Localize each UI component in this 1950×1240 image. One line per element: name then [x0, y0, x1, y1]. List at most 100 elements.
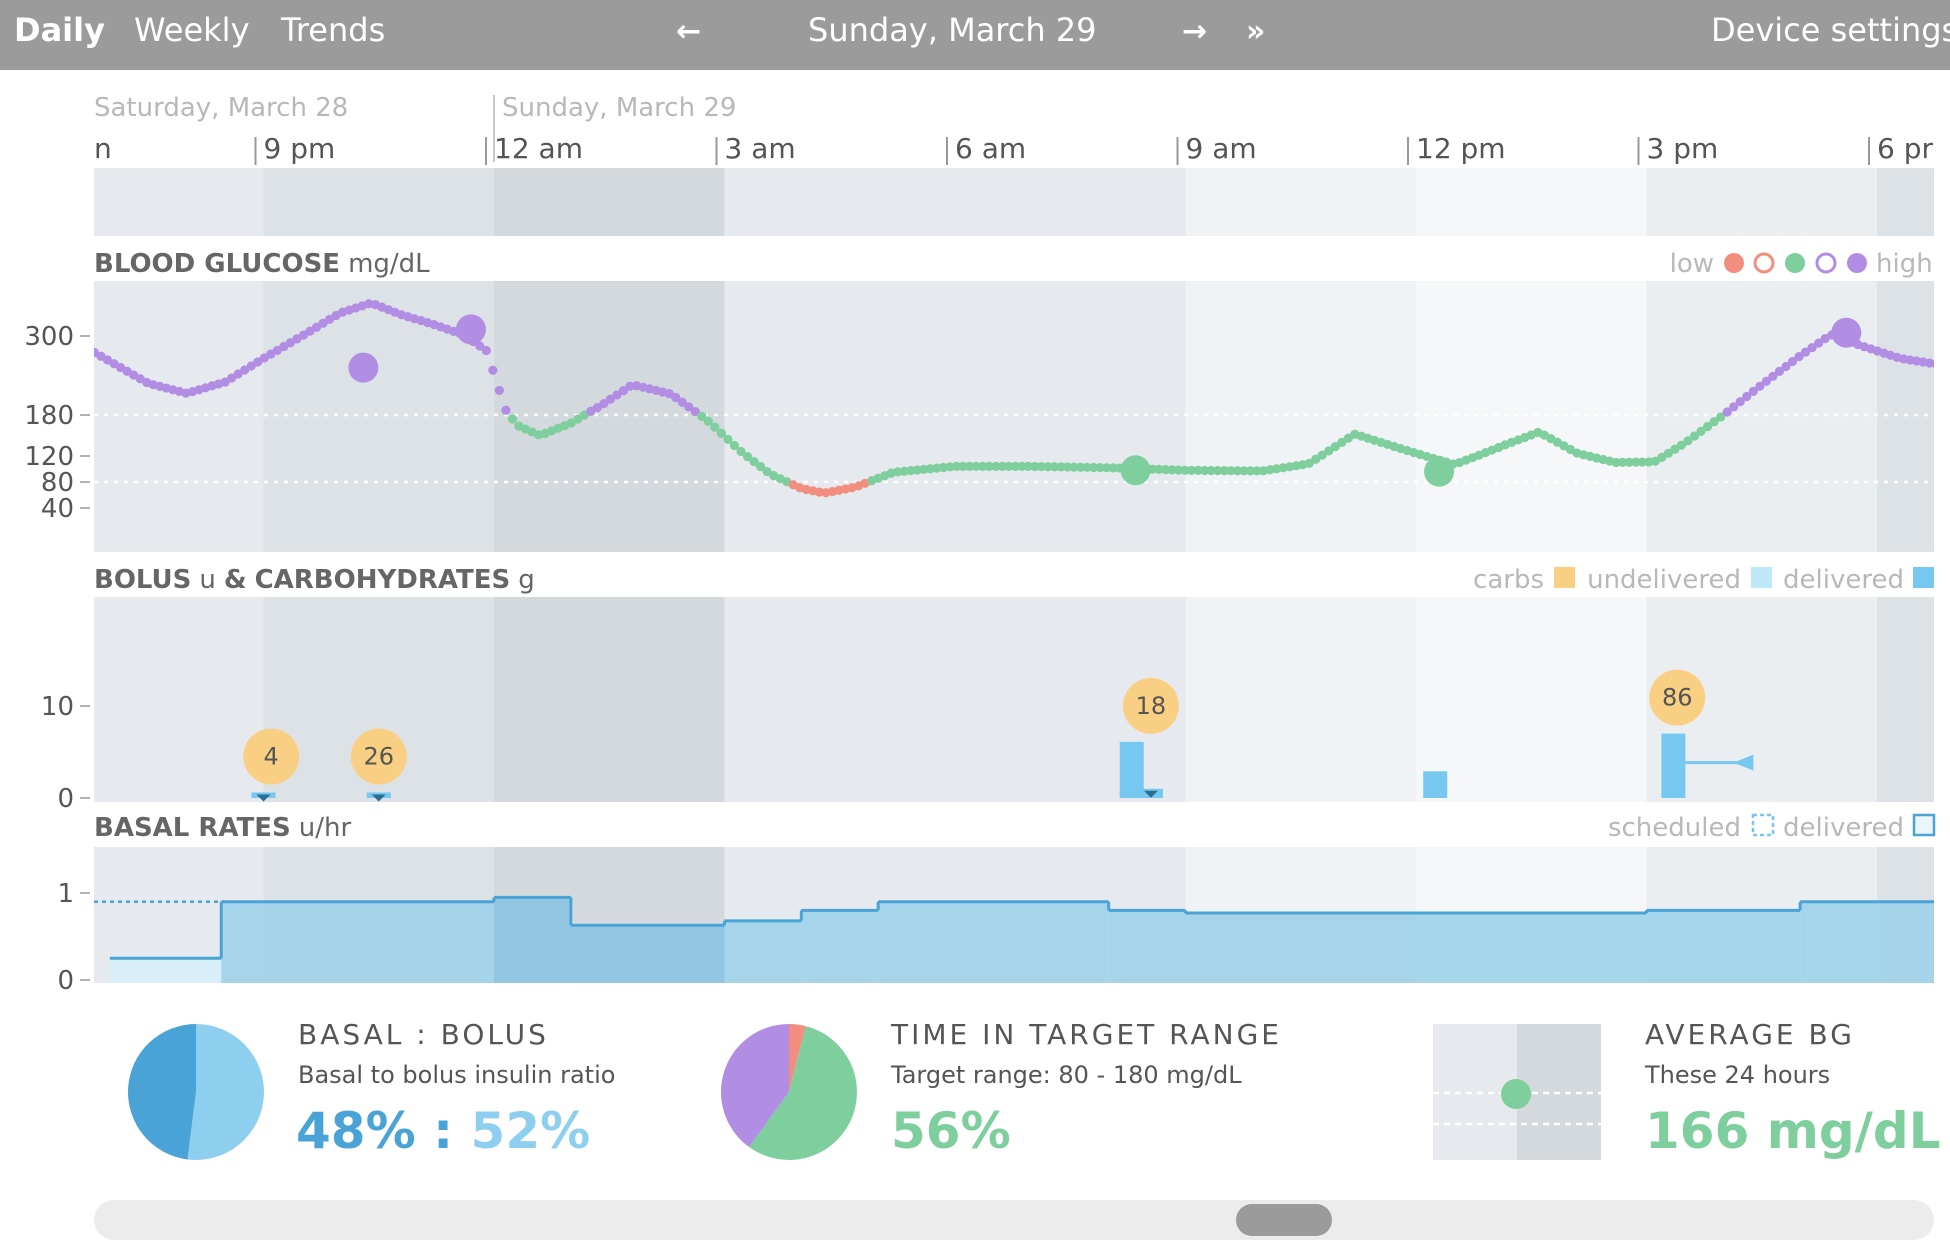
cgm-reading [481, 345, 491, 356]
basal-percent: 48% [296, 1102, 416, 1160]
carbs-value-label: 18 [1136, 692, 1167, 720]
cgm-reading [1794, 352, 1804, 362]
basal-segment-fill [801, 910, 879, 983]
cgm-reading [1017, 461, 1027, 471]
basal-legend: scheduled delivered [1608, 813, 1936, 843]
average-bg-subtitle: These 24 hours [1645, 1061, 1831, 1089]
legend-delivered-basal-label: delivered [1783, 813, 1904, 843]
most-recent-arrow-icon[interactable]: » [1246, 14, 1266, 49]
next-day-arrow-icon[interactable]: → [1182, 14, 1208, 49]
time-band-8-1 [1877, 281, 1934, 552]
cgm-reading [1807, 342, 1817, 353]
cgm-reading [612, 390, 622, 400]
basal-segment-fill [109, 958, 222, 983]
bg-y-tick-label: 180 [24, 401, 74, 431]
cgm-reading [1187, 465, 1197, 475]
cgm-reading [618, 385, 629, 396]
hour-label: 3 am [725, 132, 796, 165]
time-band-0-2 [94, 597, 264, 802]
time-in-range-value: 56% [891, 1102, 1011, 1160]
cgm-reading [1676, 440, 1687, 450]
carbs-circle [350, 728, 407, 785]
hour-label: 12 pm [1416, 132, 1506, 165]
tab-trends[interactable]: Trends [281, 11, 386, 49]
basal-segment-fill [570, 925, 725, 983]
tab-weekly[interactable]: Weekly [134, 11, 250, 49]
timeline-scrollbar-thumb[interactable] [1236, 1204, 1332, 1236]
cgm-reading [1722, 407, 1732, 417]
previous-day-arrow-icon[interactable]: ← [676, 14, 702, 49]
bg-meter-reading [348, 352, 379, 383]
bolus-extended-marker [256, 794, 271, 802]
timeline-scrollbar-track[interactable] [94, 1200, 1934, 1240]
time-band-5-2 [1185, 597, 1417, 802]
cgm-reading [1748, 386, 1758, 396]
cgm-reading [1252, 466, 1262, 476]
cgm-reading [599, 398, 609, 409]
cgm-reading [1742, 391, 1752, 402]
bg-meter-reading [1831, 317, 1862, 348]
time-band-2-0 [494, 168, 725, 236]
cgm-reading [1631, 457, 1641, 467]
cgm-reading [1036, 461, 1047, 472]
bolus-bar [1423, 771, 1448, 798]
time-band-6-0 [1416, 168, 1647, 236]
cgm-reading [951, 461, 962, 471]
cgm-reading [1069, 462, 1079, 472]
hour-label: 3 pm [1647, 132, 1719, 165]
cgm-reading [1167, 465, 1177, 475]
high-slice [720, 1024, 789, 1148]
time-band-8-0 [1877, 168, 1934, 236]
cgm-reading [1938, 360, 1947, 369]
average-bg-value: 166 mg/dL [1645, 1102, 1941, 1160]
time-band-1-0 [263, 168, 495, 236]
cgm-reading [1213, 465, 1223, 476]
average-bg-mini-chart [1433, 1024, 1601, 1160]
cgm-reading [1010, 461, 1020, 471]
bg-y-tick-label: 40 [41, 494, 74, 524]
cgm-reading [749, 457, 759, 467]
time-band-0-1 [94, 281, 264, 552]
legend-delivered-label: delivered [1783, 565, 1904, 595]
device-settings-link[interactable]: Device settings [1711, 11, 1950, 49]
time-band-6-1 [1416, 281, 1647, 552]
cgm-reading [1689, 431, 1700, 441]
cgm-reading [605, 394, 616, 404]
bolus-section-title: BOLUS u & CARBOHYDRATES g [94, 565, 535, 595]
bg-meter-reading [1120, 455, 1151, 486]
low-slice [789, 1024, 806, 1092]
carbs-circle [1649, 669, 1706, 726]
cgm-reading [1317, 450, 1327, 460]
cgm-reading [1683, 436, 1693, 446]
bolus-percent: 52% [470, 1102, 591, 1160]
legend-very-high-icon [1847, 253, 1867, 273]
cgm-reading [729, 440, 740, 451]
cgm-reading [1945, 362, 1950, 371]
average-bg-title: AVERAGE BG [1645, 1018, 1855, 1051]
cgm-reading [1108, 463, 1118, 473]
cgm-reading [1337, 437, 1347, 448]
legend-very-low-icon [1724, 253, 1744, 273]
cgm-reading [1696, 426, 1706, 436]
time-in-range-title: TIME IN TARGET RANGE [891, 1018, 1282, 1051]
time-in-range-subtitle: Target range: 80 - 180 mg/dL [891, 1061, 1242, 1089]
cgm-reading [1781, 361, 1791, 372]
cgm-reading [1226, 466, 1236, 476]
time-band-2-1 [494, 281, 725, 552]
day-label-current: Sunday, March 29 [502, 93, 736, 123]
cgm-reading [507, 414, 518, 424]
cgm-reading [1618, 457, 1628, 467]
ratio-separator: : [433, 1102, 454, 1160]
cgm-reading [501, 405, 511, 415]
cgm-reading [1800, 347, 1811, 357]
time-band-0-0 [94, 168, 264, 236]
cgm-reading [697, 411, 707, 421]
cgm-reading [1768, 371, 1778, 381]
cgm-reading [1154, 464, 1164, 475]
basal-bolus-value: 48% : 52% [296, 1102, 590, 1160]
bg-legend-high-label: high [1876, 249, 1933, 279]
bg-y-tick-label: 80 [41, 468, 74, 498]
legend-scheduled-label: scheduled [1608, 813, 1741, 843]
time-band-4-1 [955, 281, 1186, 552]
tab-daily[interactable]: Daily [14, 11, 105, 49]
